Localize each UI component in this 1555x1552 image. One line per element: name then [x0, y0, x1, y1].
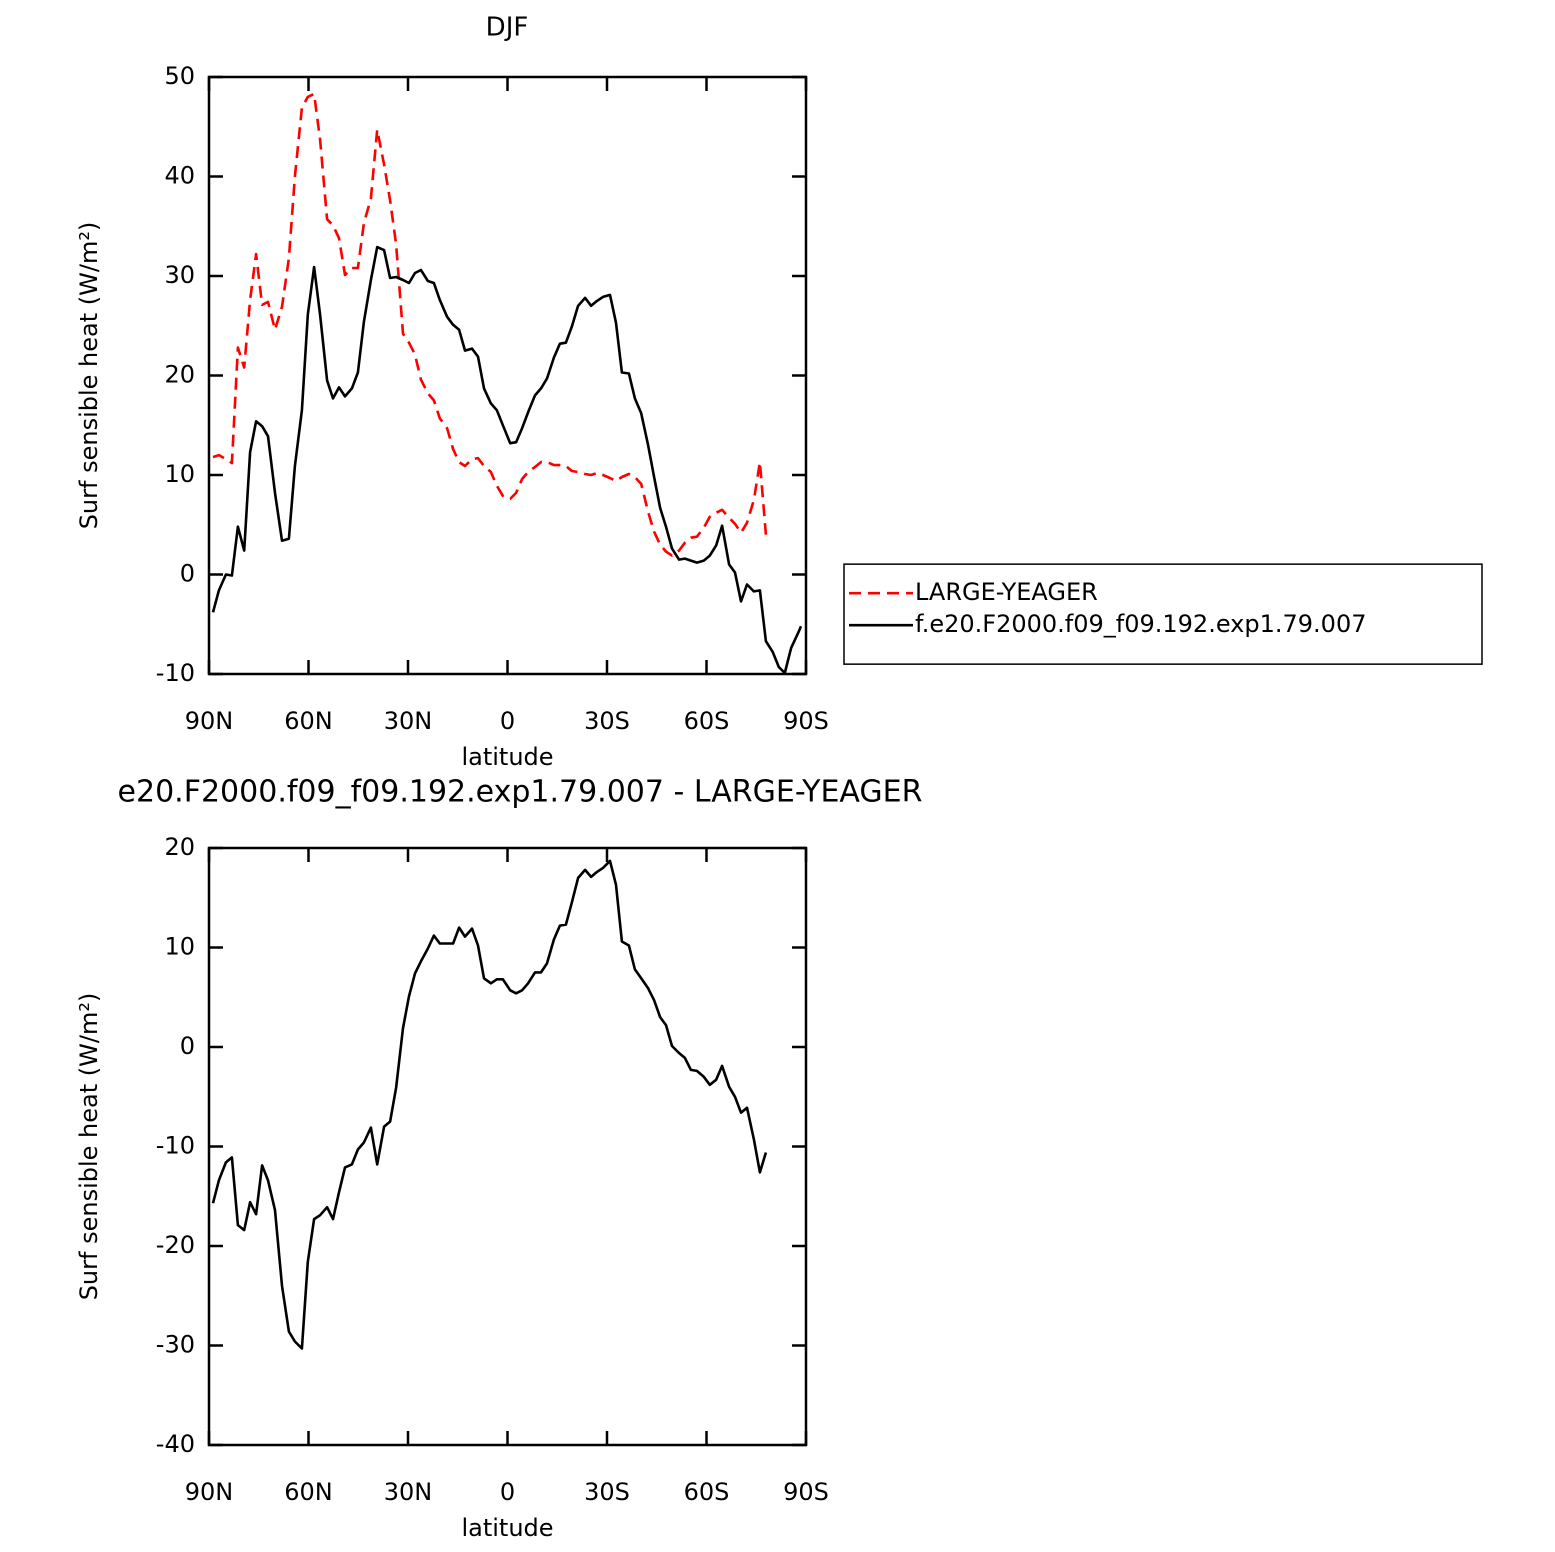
x-tick-label: 30N	[384, 1478, 433, 1506]
y-tick-label: 10	[164, 933, 195, 961]
y-axis-label: Surf sensible heat (W/m²)	[75, 222, 103, 530]
x-axis-label: latitude	[461, 743, 553, 771]
x-tick-label: 30S	[584, 707, 630, 735]
x-tick-label: 0	[500, 1478, 515, 1506]
plot-frame	[207, 846, 808, 1447]
y-tick-label: 10	[164, 460, 195, 488]
chart-title: DJF	[486, 13, 529, 43]
x-tick-label: 30N	[384, 707, 433, 735]
y-axis-label: Surf sensible heat (W/m²)	[75, 993, 103, 1301]
data-line	[211, 859, 768, 1350]
y-tick-label: 0	[180, 1032, 195, 1060]
x-tick-label: 60S	[684, 707, 730, 735]
y-tick-label: -10	[156, 1132, 195, 1160]
y-tick-label: 20	[164, 361, 195, 389]
x-axis-label: latitude	[461, 1514, 553, 1542]
legend: LARGE-YEAGER f.e20.F2000.f09_f09.192.exp1…	[843, 563, 1483, 665]
legend-label: LARGE-YEAGER	[915, 578, 1098, 606]
plot-frame	[207, 75, 808, 676]
y-tick-label: -20	[156, 1231, 195, 1259]
x-tick-label: 60N	[284, 707, 333, 735]
x-tick-label: 90N	[185, 707, 234, 735]
legend-label: f.e20.F2000.f09_f09.192.exp1.79.007	[915, 610, 1366, 638]
x-tick-label: 90S	[783, 1478, 829, 1506]
data-line	[212, 92, 768, 557]
y-tick-label: 0	[180, 560, 195, 588]
x-tick-label: 0	[500, 707, 515, 735]
x-tick-label: 90N	[185, 1478, 234, 1506]
y-tick-label: 30	[164, 261, 195, 289]
legend-box	[843, 563, 1483, 665]
x-tick-label: 30S	[584, 1478, 630, 1506]
data-line	[211, 245, 803, 675]
chart-title: e20.F2000.f09_f09.192.exp1.79.007 - LARG…	[118, 775, 923, 810]
y-tick-label: -40	[156, 1430, 195, 1458]
y-tick-label: 40	[164, 162, 195, 190]
y-tick-label: -30	[156, 1331, 195, 1359]
y-tick-label: -10	[156, 659, 195, 687]
x-tick-label: 90S	[783, 707, 829, 735]
x-tick-label: 60N	[284, 1478, 333, 1506]
y-tick-label: 20	[164, 833, 195, 861]
x-tick-label: 60S	[684, 1478, 730, 1506]
y-tick-label: 50	[164, 62, 195, 90]
